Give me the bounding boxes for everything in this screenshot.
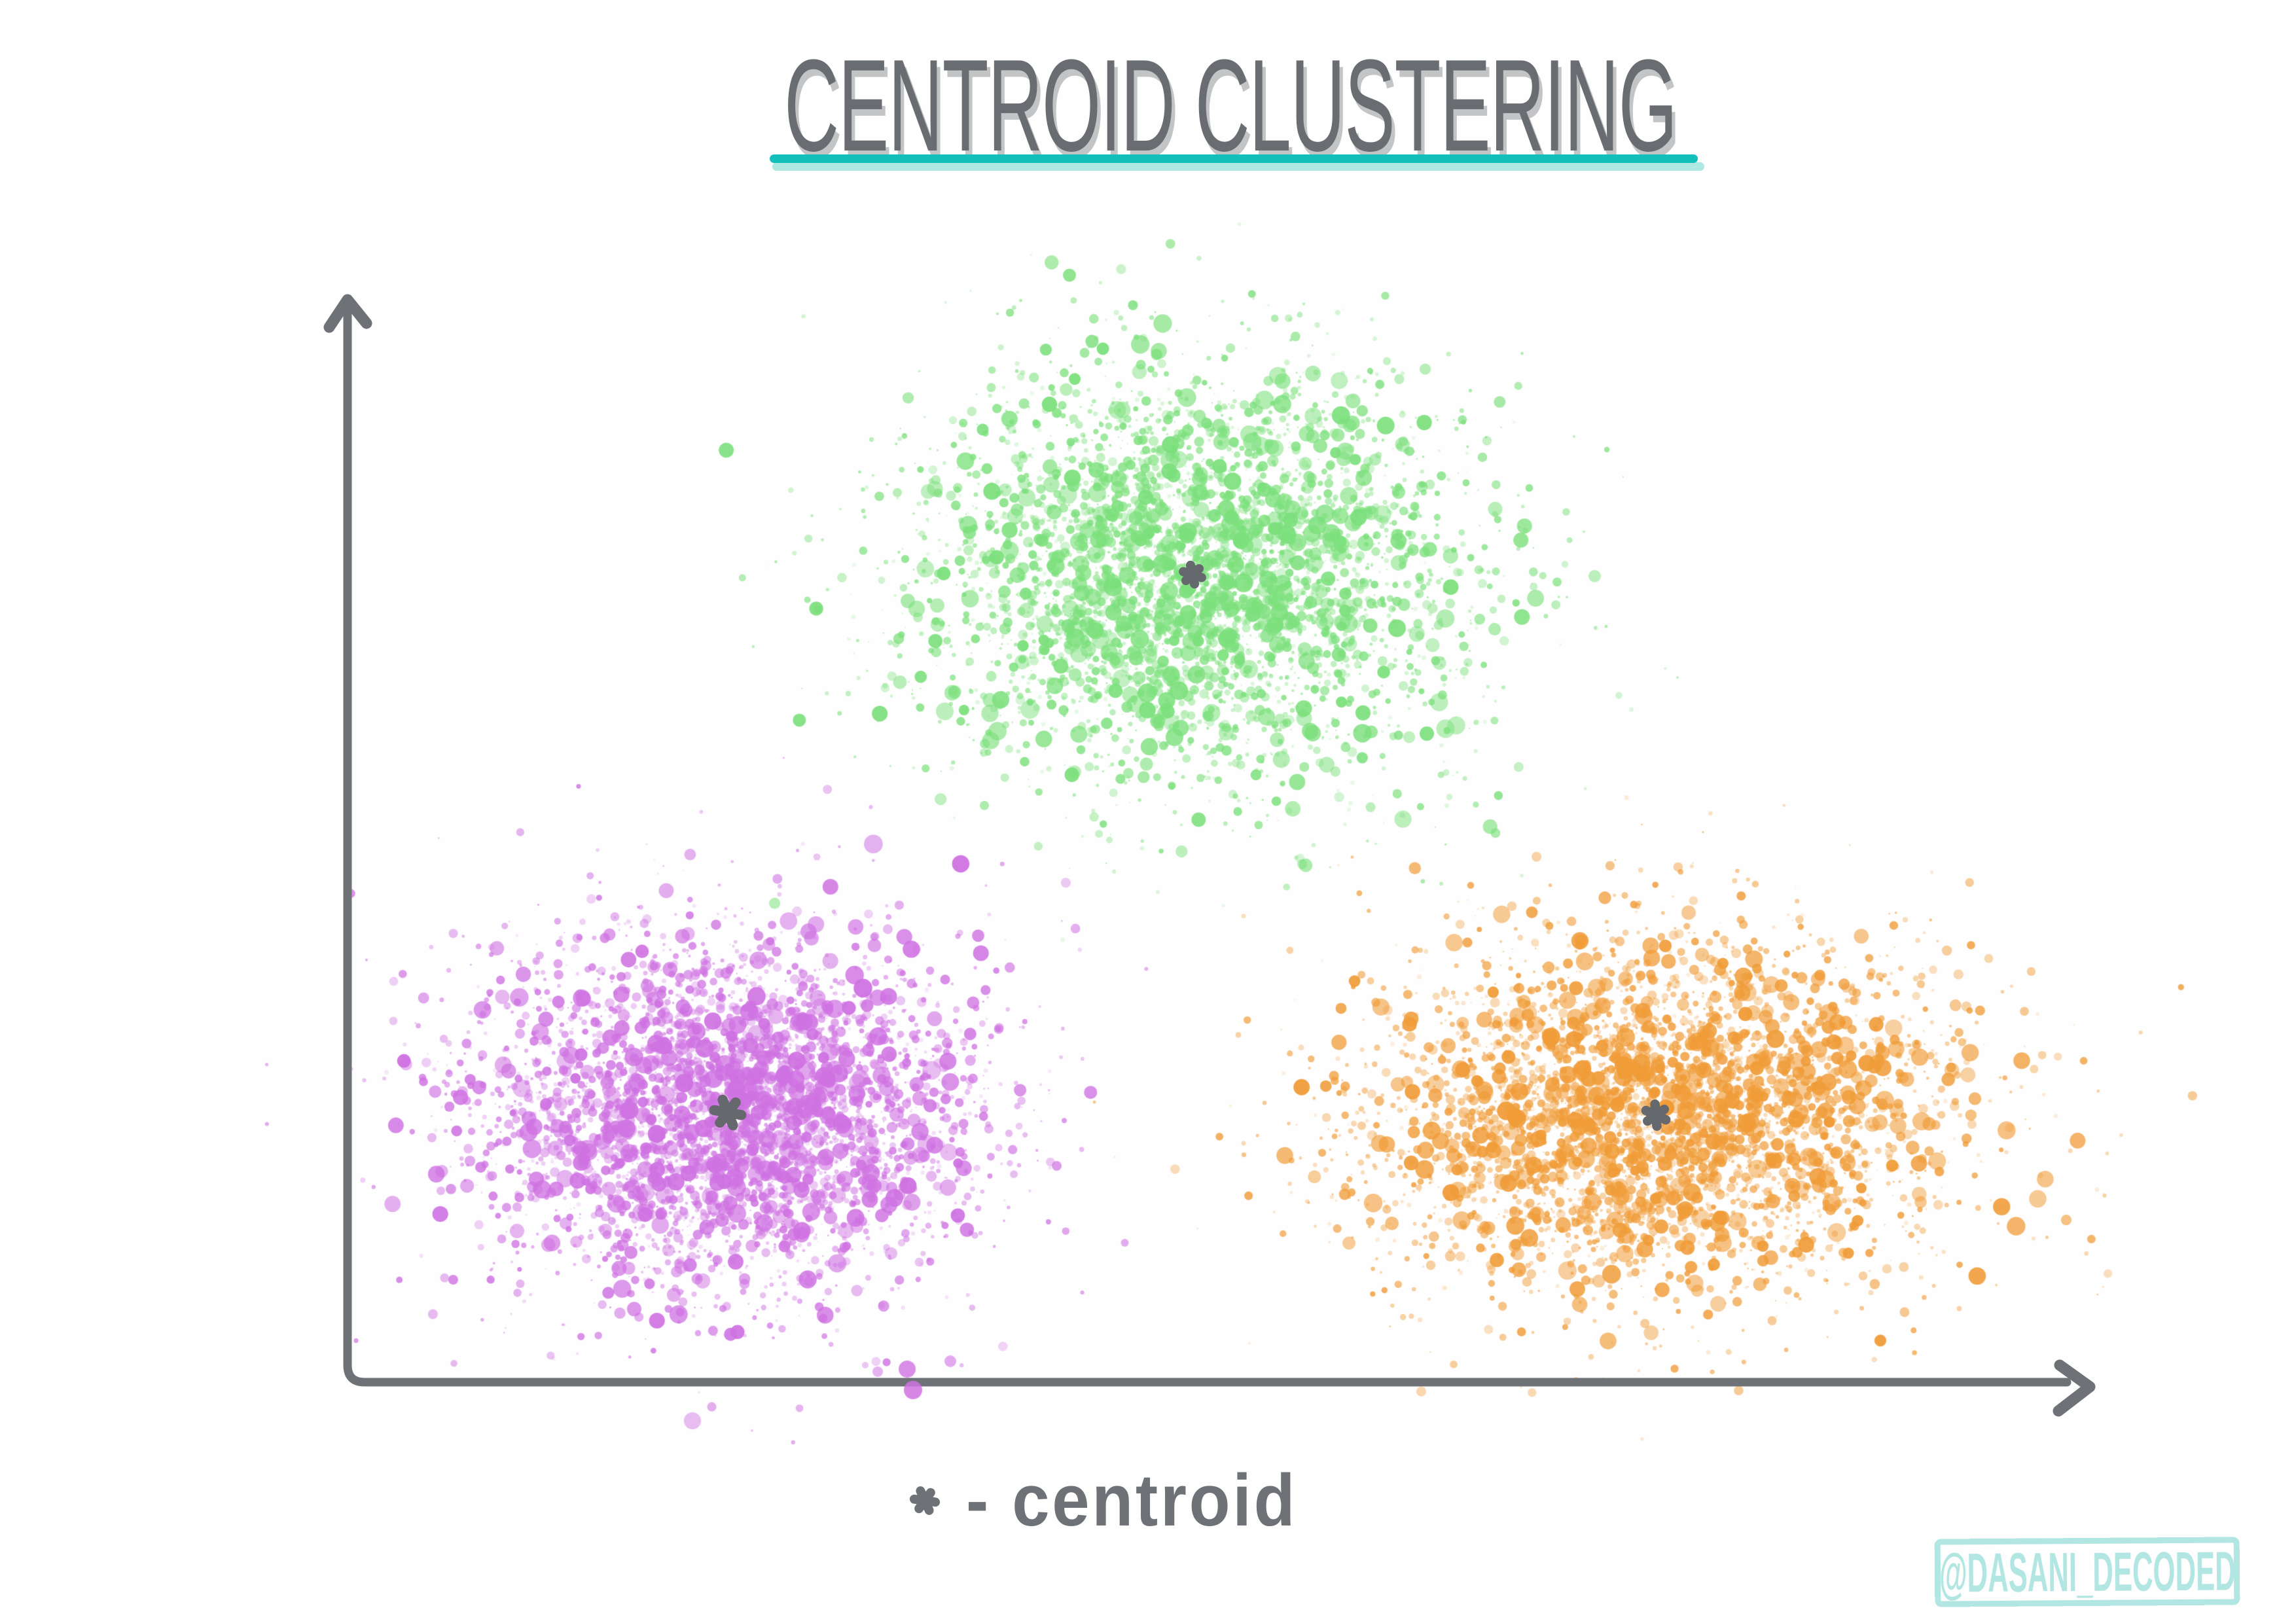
centroid-marker-orange — [1641, 1099, 1671, 1131]
centroid-marker-green — [1179, 560, 1206, 589]
legend-label: - centroid — [966, 1459, 1298, 1541]
watermark-text: @DASANI_DECODED — [1939, 1540, 2236, 1604]
centroid-marker-purple — [709, 1094, 747, 1131]
watermark-badge: @DASANI_DECODED — [1934, 1537, 2240, 1607]
legend-asterisk-icon — [909, 1486, 941, 1515]
legend: - centroid — [906, 1458, 1326, 1543]
